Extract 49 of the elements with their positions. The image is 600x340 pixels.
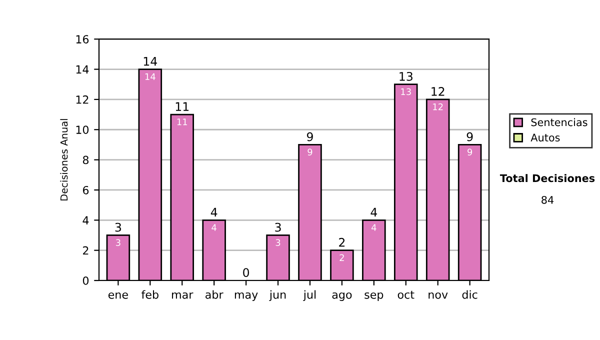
y-tick-label: 16 xyxy=(76,35,89,44)
y-tick-label: 12 xyxy=(76,95,88,104)
x-tick-label: nov xyxy=(428,292,448,299)
x-tick-label: ene xyxy=(108,292,128,299)
y-tick-label: 0 xyxy=(82,276,89,285)
total-label: 2 xyxy=(339,238,345,247)
total-label: 12 xyxy=(432,87,444,96)
total-label: 4 xyxy=(210,208,218,216)
legend-label: Autos xyxy=(530,134,560,142)
text: Total Decisiones xyxy=(500,174,595,182)
y-tick-label: 14 xyxy=(76,65,89,74)
x-tick-label: abr xyxy=(206,290,224,299)
x-tick-label: jun xyxy=(269,290,286,301)
x-tick-label: oct xyxy=(398,290,414,299)
y-tick-label: 8 xyxy=(82,156,89,164)
data-label: 4 xyxy=(212,224,216,231)
data-label: 4 xyxy=(371,224,376,231)
data-label: 14 xyxy=(145,73,156,80)
data-label: 9 xyxy=(468,148,472,156)
total-label: 9 xyxy=(466,132,473,142)
x-tick-label: feb xyxy=(142,290,158,299)
data-label: 3 xyxy=(116,239,120,246)
x-tick-label: jul xyxy=(303,290,316,301)
x-tick-label: ago xyxy=(332,292,352,301)
data-label: 13 xyxy=(401,88,411,96)
total-label: 9 xyxy=(306,132,313,142)
x-tick-label: may xyxy=(234,292,258,301)
y-tick-label: 10 xyxy=(76,126,89,134)
x-tick-label: mar xyxy=(172,292,194,299)
total-label: 14 xyxy=(144,57,157,66)
total-label: 13 xyxy=(400,72,412,81)
data-label: 2 xyxy=(340,254,344,261)
total-label: 4 xyxy=(370,208,378,216)
y-tick-label: 6 xyxy=(82,186,89,194)
data-label: 11 xyxy=(177,118,188,126)
total-label: 0 xyxy=(243,268,250,278)
total-label: 11 xyxy=(176,102,189,111)
total-label: 3 xyxy=(275,222,281,232)
y-axis-title: Decisiones Anual xyxy=(60,119,68,200)
legend-label: Sentencias xyxy=(531,118,588,126)
text: 84 xyxy=(542,196,554,204)
x-tick-label: dic xyxy=(462,290,478,299)
data-label: 9 xyxy=(308,148,312,156)
y-tick-label: 4 xyxy=(82,216,89,224)
data-label: 3 xyxy=(276,239,280,246)
x-tick-label: sep xyxy=(364,292,384,301)
total-label: 3 xyxy=(115,222,121,232)
data-label: 12 xyxy=(433,103,443,110)
y-tick-label: 2 xyxy=(83,246,88,255)
